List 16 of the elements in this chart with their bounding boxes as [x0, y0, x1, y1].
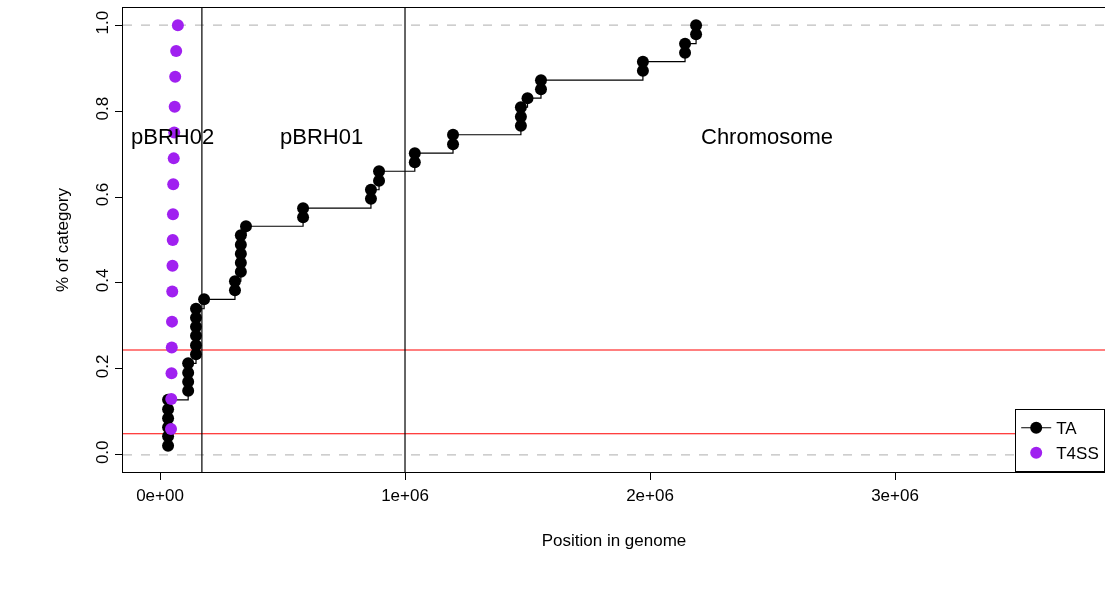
x-axis-title: Position in genome: [541, 530, 687, 550]
y-tick-label: 0.8: [93, 96, 113, 121]
y-tick-label: 0.2: [93, 354, 113, 379]
x-tick-label: 3e+06: [871, 485, 919, 505]
y-tick-label: 1.0: [93, 10, 113, 35]
legend-label: TA: [1056, 419, 1078, 439]
y-tick-label: 0.0: [93, 440, 113, 465]
x-tick-label: 1e+06: [381, 485, 429, 505]
x-tick-label: 0e+00: [136, 485, 184, 505]
y-tick-label: 0.4: [93, 268, 113, 293]
annotation: pBRH01: [280, 124, 364, 149]
annotation: Chromosome: [701, 124, 834, 149]
y-tick-label: 0.6: [93, 182, 113, 207]
x-tick-label: 2e+06: [626, 485, 674, 505]
legend-label: T4SS: [1056, 444, 1099, 464]
y-axis-title: % of category: [52, 187, 72, 292]
